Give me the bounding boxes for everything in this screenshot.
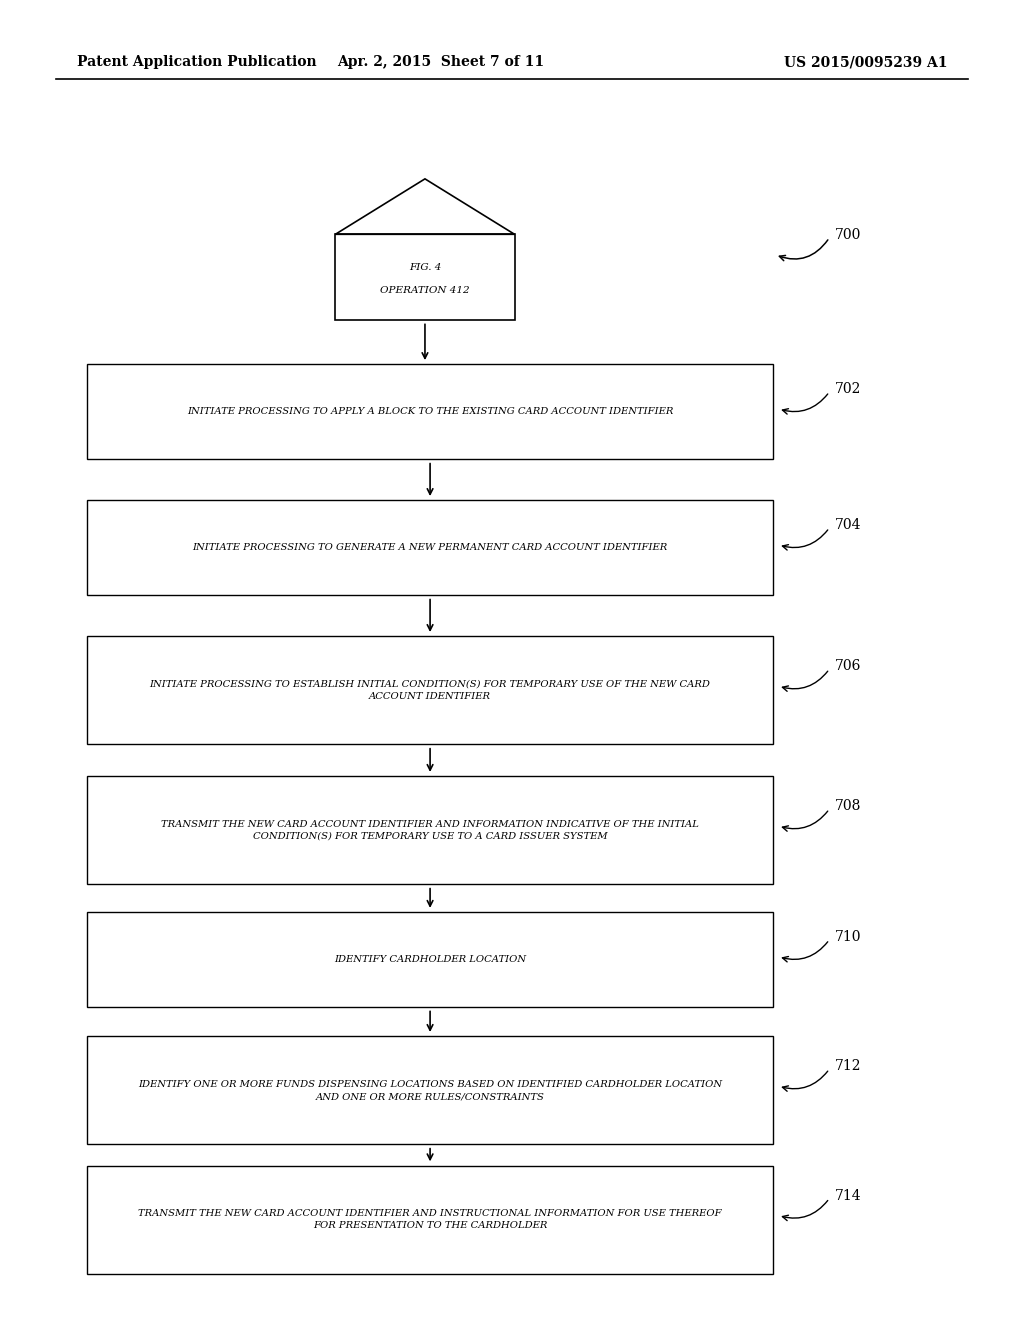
Text: 712: 712 xyxy=(835,1059,861,1073)
Text: US 2015/0095239 A1: US 2015/0095239 A1 xyxy=(783,55,947,69)
Text: INITIATE PROCESSING TO APPLY A BLOCK TO THE EXISTING CARD ACCOUNT IDENTIFIER: INITIATE PROCESSING TO APPLY A BLOCK TO … xyxy=(187,408,673,416)
Text: 708: 708 xyxy=(835,799,861,813)
Text: IDENTIFY CARDHOLDER LOCATION: IDENTIFY CARDHOLDER LOCATION xyxy=(334,956,526,964)
Text: Patent Application Publication: Patent Application Publication xyxy=(77,55,316,69)
Text: TRANSMIT THE NEW CARD ACCOUNT IDENTIFIER AND INSTRUCTIONAL INFORMATION FOR USE T: TRANSMIT THE NEW CARD ACCOUNT IDENTIFIER… xyxy=(138,1209,722,1230)
Text: Apr. 2, 2015  Sheet 7 of 11: Apr. 2, 2015 Sheet 7 of 11 xyxy=(337,55,544,69)
Text: 706: 706 xyxy=(835,659,861,673)
Text: 704: 704 xyxy=(835,517,861,532)
Text: INITIATE PROCESSING TO ESTABLISH INITIAL CONDITION(S) FOR TEMPORARY USE OF THE N: INITIATE PROCESSING TO ESTABLISH INITIAL… xyxy=(150,680,711,701)
Text: TRANSMIT THE NEW CARD ACCOUNT IDENTIFIER AND INFORMATION INDICATIVE OF THE INITI: TRANSMIT THE NEW CARD ACCOUNT IDENTIFIER… xyxy=(161,820,699,841)
Text: 700: 700 xyxy=(835,228,861,242)
Text: 710: 710 xyxy=(835,929,861,944)
Text: FIG. 4: FIG. 4 xyxy=(409,264,441,272)
Text: INITIATE PROCESSING TO GENERATE A NEW PERMANENT CARD ACCOUNT IDENTIFIER: INITIATE PROCESSING TO GENERATE A NEW PE… xyxy=(193,544,668,552)
Text: 702: 702 xyxy=(835,381,861,396)
Text: IDENTIFY ONE OR MORE FUNDS DISPENSING LOCATIONS BASED ON IDENTIFIED CARDHOLDER L: IDENTIFY ONE OR MORE FUNDS DISPENSING LO… xyxy=(138,1080,722,1101)
Text: 714: 714 xyxy=(835,1188,861,1203)
Text: OPERATION 412: OPERATION 412 xyxy=(380,286,470,294)
